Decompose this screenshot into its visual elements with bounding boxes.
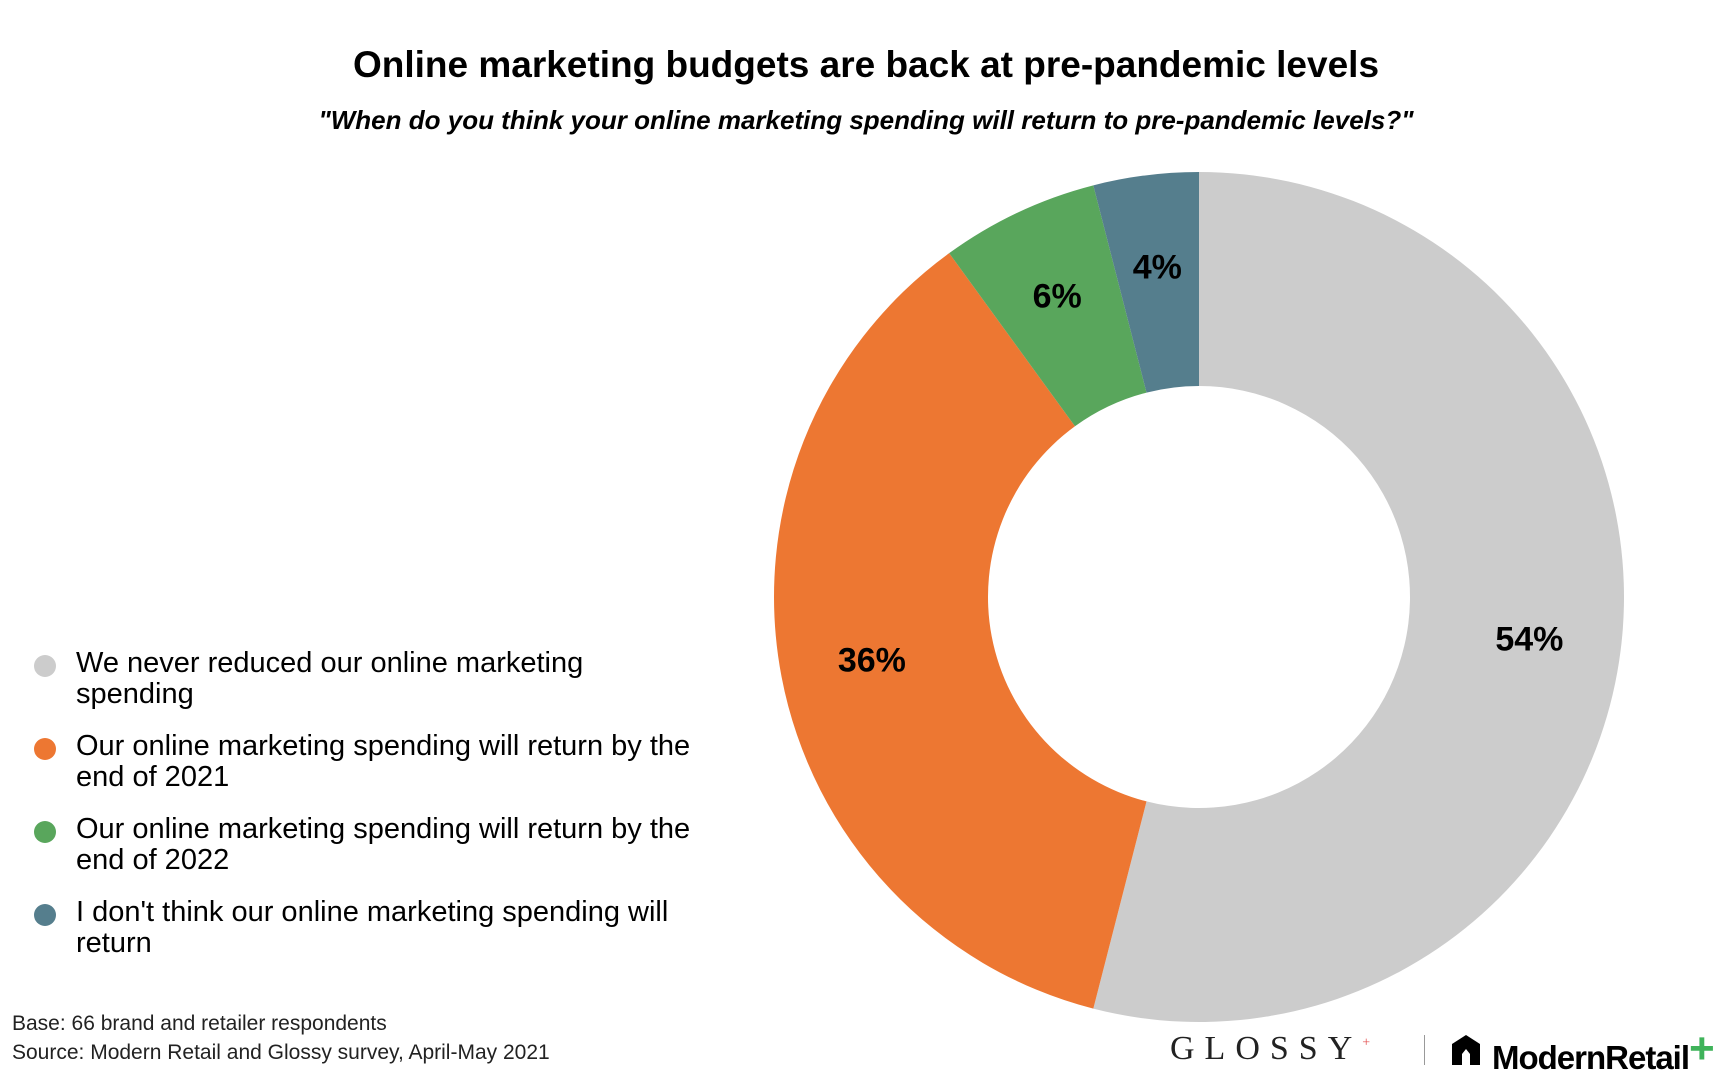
modern-retail-house-icon xyxy=(1452,1035,1480,1065)
legend-item-end-2022: Our online marketing spending will retur… xyxy=(34,814,774,876)
glossy-plus-mark: + xyxy=(1362,1035,1371,1051)
legend-swatch xyxy=(34,655,56,677)
slice-value-label: 36% xyxy=(838,641,906,679)
slice-value-label: 4% xyxy=(1133,249,1182,287)
slice-end-2022 xyxy=(949,185,1147,427)
legend-label-line: Our online marketing spending will retur… xyxy=(76,813,691,845)
legend-label-line: spending xyxy=(76,678,194,710)
legend-swatch xyxy=(34,904,56,926)
legend-item-never-reduced: We never reduced our online marketing sp… xyxy=(34,648,774,710)
modern-retail-wordmark: ModernRetail xyxy=(1492,1039,1690,1076)
legend-label-line: end of 2021 xyxy=(76,761,230,793)
slice-end-2021 xyxy=(774,253,1147,1009)
base-footnote: Base: 66 brand and retailer respondents xyxy=(12,1012,387,1035)
legend-swatch xyxy=(34,738,56,760)
legend-label-line: We never reduced our online marketing xyxy=(76,647,584,679)
slice-will-not-return xyxy=(1093,172,1199,393)
slice-value-label: 54% xyxy=(1495,621,1563,659)
glossy-logo-text: GLOSSY xyxy=(1170,1030,1363,1067)
modern-retail-logo-text: ModernRetail+ xyxy=(1492,1024,1715,1080)
legend-swatch xyxy=(34,821,56,843)
legend-label-line: return xyxy=(76,927,152,959)
legend-label-line: end of 2022 xyxy=(76,844,230,876)
chart-subtitle: "When do you think your online marketing… xyxy=(318,105,1414,135)
legend-item-will-not-return: I don't think our online marketing spend… xyxy=(34,897,774,959)
legend-item-end-2021: Our online marketing spending will retur… xyxy=(34,731,774,793)
legend-label-line: I don't think our online marketing spend… xyxy=(76,896,669,928)
modern-retail-plus-mark: + xyxy=(1689,1024,1715,1073)
slice-value-label: 6% xyxy=(1033,278,1082,316)
source-footnote: Source: Modern Retail and Glossy survey,… xyxy=(12,1041,550,1064)
chart-legend: We never reduced our online marketing sp… xyxy=(34,648,774,980)
chart-title: Online marketing budgets are back at pre… xyxy=(352,44,1380,85)
legend-label-line: Our online marketing spending will retur… xyxy=(76,730,691,762)
slice-never-reduced xyxy=(1093,172,1625,1022)
glossy-logo: GLOSSY+ xyxy=(1170,1030,1370,1068)
logo-divider xyxy=(1424,1035,1425,1065)
